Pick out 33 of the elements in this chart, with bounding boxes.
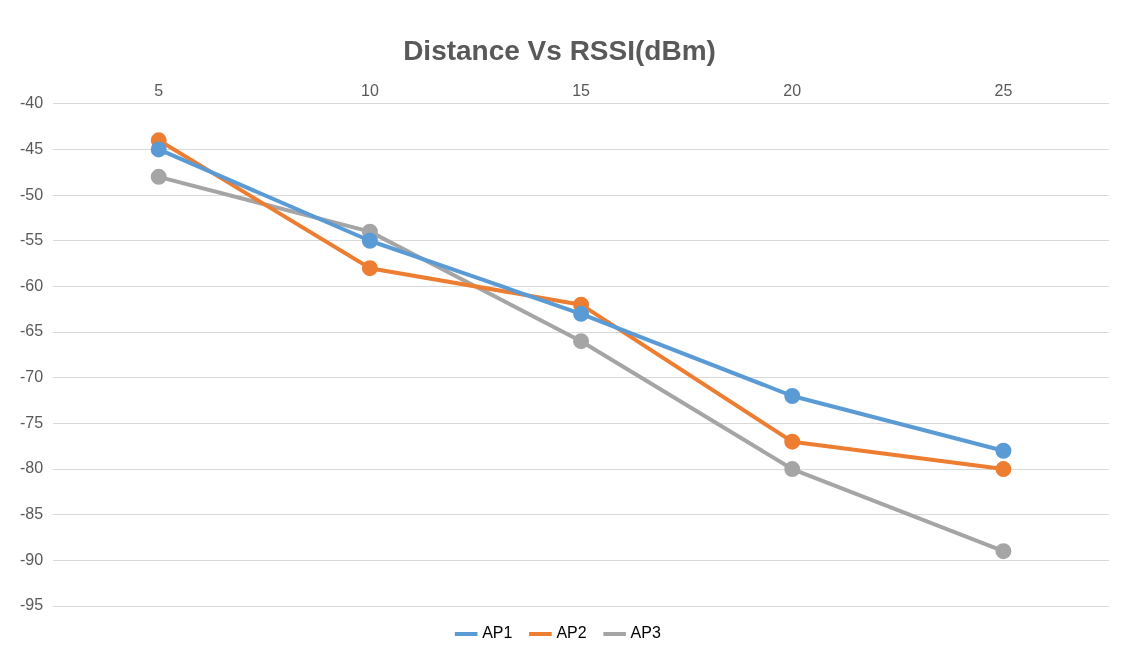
y-tick-label: -75 <box>20 413 44 431</box>
x-tick-label: 25 <box>994 81 1013 99</box>
point <box>995 442 1012 459</box>
y-tick-label: -40 <box>20 94 44 112</box>
y-tick-label: -65 <box>20 322 44 340</box>
y-tick-label: -70 <box>20 368 44 386</box>
point <box>573 333 590 350</box>
y-tick-label: -90 <box>20 550 44 568</box>
point <box>361 260 378 277</box>
y-tick-label: -80 <box>20 459 44 477</box>
legend-label: AP1 <box>482 624 513 642</box>
point <box>995 461 1012 478</box>
x-tick-label: 20 <box>783 81 802 99</box>
point <box>784 461 801 478</box>
x-tick-label: 5 <box>154 81 164 99</box>
point <box>150 168 167 185</box>
point <box>995 543 1012 560</box>
legend-label: AP3 <box>630 624 661 642</box>
y-tick-label: -60 <box>20 276 44 294</box>
x-tick-label: 10 <box>360 81 379 99</box>
x-tick-label: 15 <box>572 81 591 99</box>
y-tick-label: -50 <box>20 185 44 203</box>
y-tick-label: -55 <box>20 231 44 249</box>
y-tick-label: -85 <box>20 505 44 523</box>
point <box>784 433 801 450</box>
point <box>784 387 801 404</box>
chart-title: Distance Vs RSSI(dBm) <box>403 34 716 66</box>
point <box>573 305 590 322</box>
point <box>361 232 378 249</box>
legend-label: AP2 <box>556 624 587 642</box>
y-tick-label: -45 <box>20 139 44 157</box>
point <box>150 141 167 158</box>
y-tick-label: -95 <box>20 596 44 614</box>
